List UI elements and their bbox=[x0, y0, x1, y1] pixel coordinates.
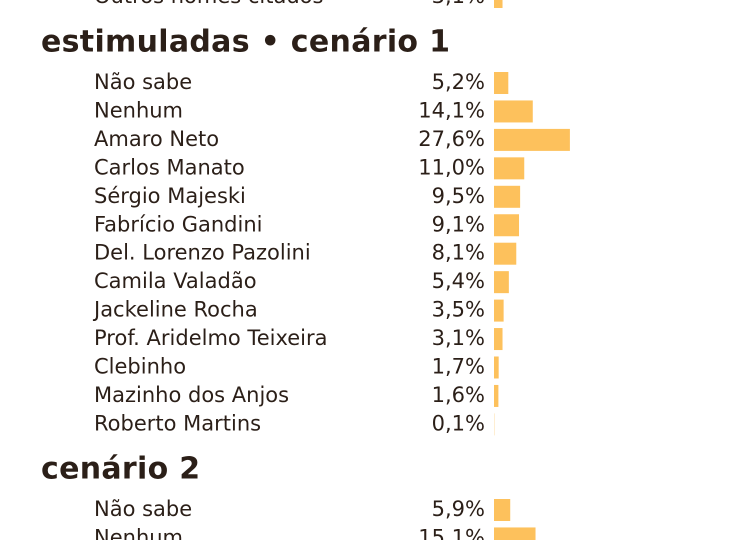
section-title: estimuladas • cenário 1 bbox=[41, 25, 450, 60]
value-label: 9,5% bbox=[432, 184, 485, 208]
category-label: Não sabe bbox=[94, 497, 192, 521]
bar bbox=[494, 157, 525, 180]
category-label: Fabrício Gandini bbox=[94, 212, 262, 236]
value-label: 14,1% bbox=[418, 98, 485, 122]
value-label: 9,1% bbox=[432, 212, 485, 236]
bar bbox=[494, 384, 499, 407]
bar bbox=[494, 527, 536, 540]
bar bbox=[494, 242, 517, 265]
bar bbox=[494, 100, 533, 123]
category-label: Mazinho dos Anjos bbox=[94, 383, 289, 407]
value-label: 27,6% bbox=[418, 127, 485, 151]
value-label: 15,1% bbox=[418, 525, 485, 540]
bar bbox=[494, 72, 509, 94]
category-label: Prof. Aridelmo Teixeira bbox=[94, 326, 327, 350]
category-label: Roberto Martins bbox=[94, 411, 261, 435]
category-label: Sérgio Majeski bbox=[94, 184, 246, 208]
value-label: 1,7% bbox=[432, 355, 485, 379]
category-label: Nenhum bbox=[94, 98, 183, 122]
category-label: Clebinho bbox=[94, 355, 186, 379]
category-label: Não sabe bbox=[94, 70, 192, 94]
category-label: Amaro Neto bbox=[94, 127, 219, 151]
bar bbox=[494, 128, 570, 151]
bar bbox=[494, 299, 504, 322]
value-label: 5,2% bbox=[432, 70, 485, 94]
category-label: Nenhum bbox=[94, 525, 183, 540]
category-label: Jackeline Rocha bbox=[92, 298, 258, 322]
bar bbox=[494, 328, 503, 351]
category-label: Outros nomes citados bbox=[94, 0, 323, 8]
bar bbox=[494, 271, 509, 294]
bar bbox=[494, 499, 511, 521]
value-label: 5,9% bbox=[432, 497, 485, 521]
category-label: Carlos Manato bbox=[94, 155, 245, 179]
value-label: 11,0% bbox=[418, 155, 485, 179]
value-label: 3,1% bbox=[432, 0, 485, 8]
bar bbox=[494, 356, 499, 379]
value-label: 0,1% bbox=[432, 411, 485, 435]
value-label: 8,1% bbox=[432, 241, 485, 265]
bar bbox=[494, 214, 520, 237]
value-label: 1,6% bbox=[432, 383, 485, 407]
bar bbox=[494, 0, 503, 8]
category-label: Camila Valadão bbox=[94, 269, 257, 293]
value-label: 3,5% bbox=[432, 298, 485, 322]
value-label: 3,1% bbox=[432, 326, 485, 350]
category-label: Del. Lorenzo Pazolini bbox=[94, 241, 311, 265]
bar bbox=[494, 185, 521, 208]
value-label: 5,4% bbox=[432, 269, 485, 293]
section-title: cenário 2 bbox=[41, 452, 200, 487]
